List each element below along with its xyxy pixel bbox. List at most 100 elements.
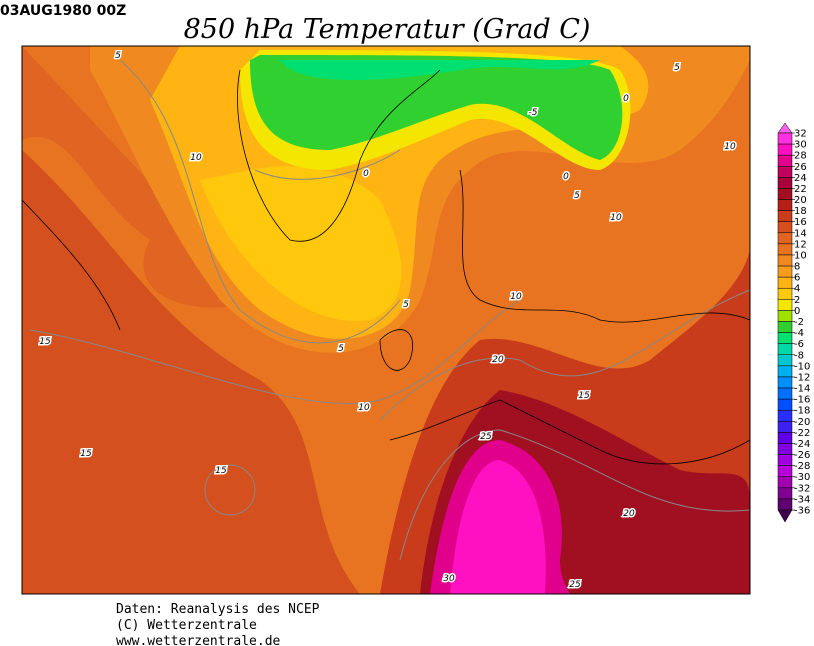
coast	[379, 329, 414, 371]
coastlines	[22, 69, 750, 465]
contour	[29, 299, 521, 404]
contour-label: 15	[578, 391, 590, 401]
colorbar-cell	[777, 199, 793, 211]
colorbar-cell	[777, 154, 793, 167]
colorbar-label: 22	[794, 184, 807, 195]
colorbar-tip	[777, 509, 793, 523]
timestamp: 03AUG1980 00Z	[0, 3, 126, 19]
colorbar-cell	[777, 443, 793, 455]
title: 850 hPa Temperatur (Grad C)	[184, 14, 591, 45]
contour-label: 10	[510, 292, 522, 302]
colorbar-cell	[777, 432, 793, 444]
colorbar-cell	[777, 454, 793, 466]
colorbar-label: -26	[794, 450, 810, 461]
field-hottest	[450, 460, 546, 594]
colorbar-label: -12	[794, 372, 810, 383]
map-frame	[21, 45, 751, 595]
colorbar-label: 2	[794, 295, 800, 306]
contour-label: 15	[39, 337, 51, 347]
map	[22, 46, 750, 594]
contour	[204, 464, 256, 516]
colorbar-cell	[777, 310, 793, 322]
contour-label: 10	[190, 153, 202, 163]
colorbar-cell	[777, 398, 793, 411]
contour-label: 30	[443, 574, 455, 584]
colorbar-label: -22	[794, 428, 810, 439]
field	[200, 166, 402, 321]
colorbar-cell	[777, 276, 793, 289]
colorbar-label: 12	[794, 239, 807, 250]
colorbar-label: -14	[794, 384, 810, 395]
colorbar-cell	[777, 365, 793, 378]
coast	[22, 199, 121, 331]
colorbar-label: -4	[794, 328, 804, 339]
colorbar-cell	[777, 487, 793, 500]
colorbar-label: -24	[794, 439, 810, 450]
colorbar-cell	[777, 143, 793, 156]
contour-label: 5	[674, 63, 680, 73]
colorbar-label: 0	[794, 306, 800, 317]
colorbar-cell	[777, 343, 793, 356]
contour	[254, 149, 401, 180]
colorbar-label: 16	[794, 217, 807, 228]
colorbar-cell	[777, 265, 793, 278]
colorbar-cell	[777, 354, 793, 367]
colorbar-cell	[777, 421, 793, 433]
contour-label: 10	[610, 213, 622, 223]
contours	[29, 59, 750, 561]
colorbar-label: 32	[794, 129, 807, 140]
contour-label: 15	[80, 449, 92, 459]
colorbar-cell	[777, 177, 793, 189]
contour-label: 25	[569, 580, 581, 590]
contour-label: 10	[724, 142, 736, 152]
colorbar-label: 14	[794, 228, 807, 239]
contour-label: 0	[563, 172, 569, 182]
field-cold	[250, 55, 623, 160]
colorbar-label: 4	[794, 284, 800, 295]
colorbar-cell	[777, 332, 793, 344]
colorbar-label: 26	[794, 162, 807, 173]
colorbar-cell	[777, 287, 793, 300]
colorbar-label: 28	[794, 151, 807, 162]
contour-label: 20	[623, 509, 635, 519]
colorbar-label: -2	[794, 317, 804, 328]
coast	[389, 399, 750, 465]
colorbar-label: -8	[794, 350, 804, 361]
colorbar-cell	[777, 210, 793, 222]
contour-label: 5	[574, 191, 580, 201]
colorbar-cell	[777, 376, 793, 389]
contour-label: 20	[492, 355, 504, 365]
colorbar-cell	[777, 299, 793, 311]
colorbar-cell	[777, 188, 793, 200]
colorbar-cell	[777, 254, 793, 267]
footer-line: Daten: Reanalysis des NCEP	[116, 602, 320, 617]
contour-label: 0	[623, 94, 629, 104]
footer-line: (C) Wetterzentrale	[116, 618, 257, 633]
contour-label: 10	[358, 403, 370, 413]
contour-label: 5	[115, 51, 121, 61]
contour-label: -5	[529, 108, 538, 118]
coast	[459, 169, 750, 323]
colorbar-label: -36	[794, 506, 810, 517]
contour-label: 5	[403, 300, 409, 310]
colorbar-cell	[777, 409, 793, 422]
footer-line: www.wetterzentrale.de	[116, 634, 281, 646]
colorbar-cell	[777, 498, 793, 511]
colorbar-tip	[777, 122, 793, 134]
colorbar-cell	[777, 232, 793, 245]
colorbar-label: -18	[794, 406, 810, 417]
coast	[237, 69, 441, 242]
colorbar-label: -10	[794, 361, 810, 372]
colorbar-label: 30	[794, 140, 807, 151]
contour-label: 25	[480, 432, 492, 442]
contour	[379, 289, 750, 421]
colorbar-label: 24	[794, 173, 807, 184]
colorbar-label: -16	[794, 395, 810, 406]
colorbar-label: 10	[794, 250, 807, 261]
colorbar-label: 20	[794, 195, 807, 206]
contour	[399, 429, 750, 561]
colorbar-label: 6	[794, 273, 800, 284]
